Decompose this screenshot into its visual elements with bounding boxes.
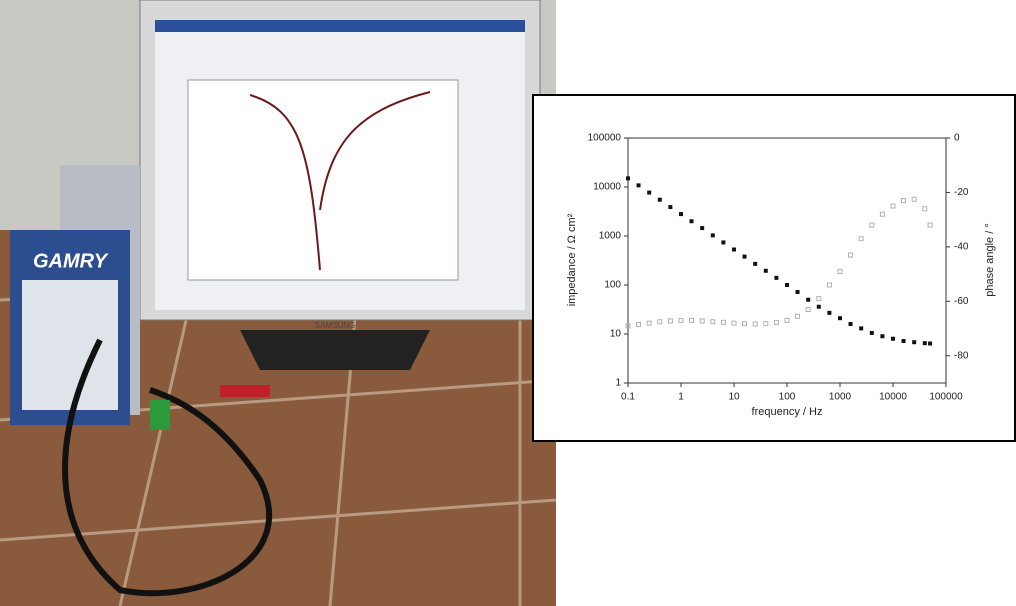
point xyxy=(848,252,854,258)
point xyxy=(710,319,716,325)
point xyxy=(636,183,641,188)
x-axis-label: frequency / Hz xyxy=(752,406,823,418)
x-tick-label: 100 xyxy=(779,392,796,403)
point xyxy=(927,222,933,228)
point xyxy=(720,319,726,325)
point xyxy=(678,317,684,323)
point xyxy=(699,318,705,324)
y2-tick-label: -80 xyxy=(954,350,969,361)
y-axis-label: impedance / Ω cm² xyxy=(566,213,578,306)
point xyxy=(879,211,885,217)
point xyxy=(689,219,694,224)
y-tick-label: 10000 xyxy=(593,182,621,193)
point xyxy=(891,336,895,341)
screen-curve xyxy=(249,91,431,271)
device-panel xyxy=(22,280,118,410)
point xyxy=(912,340,917,345)
point xyxy=(752,321,758,327)
y-tick-label: 1 xyxy=(615,378,621,389)
y-tick-label: 10 xyxy=(610,329,622,340)
y2-tick-label: 0 xyxy=(954,133,960,144)
point xyxy=(785,283,789,287)
point xyxy=(626,176,630,181)
screen-plot xyxy=(187,79,459,281)
x-tick-label: 0.1 xyxy=(621,392,635,403)
point xyxy=(869,330,874,335)
window-bar xyxy=(155,20,525,32)
point xyxy=(827,310,832,315)
point xyxy=(795,289,800,294)
point xyxy=(668,205,673,210)
point xyxy=(880,334,885,339)
x-tick-label: 1000 xyxy=(829,392,852,403)
clip-red xyxy=(220,385,270,397)
point xyxy=(858,236,864,242)
cable xyxy=(62,338,272,597)
photo: SAMSUNG GAMRY xyxy=(0,0,557,606)
x-tick-label: 10 xyxy=(728,392,740,403)
point xyxy=(922,206,928,212)
point xyxy=(731,320,737,326)
point xyxy=(732,247,736,252)
point xyxy=(859,326,864,331)
point xyxy=(806,297,811,302)
point xyxy=(700,226,705,231)
point xyxy=(838,316,842,321)
point xyxy=(721,240,726,245)
x-tick-label: 10000 xyxy=(879,392,907,403)
y2-tick-label: -40 xyxy=(954,242,969,253)
point xyxy=(646,320,652,326)
point xyxy=(901,338,906,343)
monitor-brand: SAMSUNG xyxy=(315,321,355,330)
point xyxy=(667,318,673,324)
point xyxy=(657,319,663,325)
point xyxy=(763,321,769,327)
point xyxy=(763,268,768,273)
y-tick-label: 100000 xyxy=(588,133,622,144)
y2-axis-label: phase angle / ° xyxy=(984,223,996,297)
y2-tick-label: -20 xyxy=(954,187,969,198)
point xyxy=(710,233,715,238)
point xyxy=(689,317,695,323)
point xyxy=(837,268,843,274)
point xyxy=(890,203,896,209)
point xyxy=(928,341,933,346)
point xyxy=(869,222,875,228)
point xyxy=(647,190,652,195)
point xyxy=(826,282,832,288)
point xyxy=(679,212,683,217)
chart: frequency / Hz impedance / Ω cm² phase a… xyxy=(566,133,996,418)
monitor-stand xyxy=(240,330,430,370)
point xyxy=(805,307,811,312)
point xyxy=(742,321,748,327)
point xyxy=(742,254,747,259)
point xyxy=(625,323,631,329)
point xyxy=(795,313,801,319)
device-brand: GAMRY xyxy=(33,250,109,272)
point xyxy=(657,197,662,202)
point xyxy=(901,198,907,204)
point xyxy=(636,321,642,327)
point xyxy=(848,321,853,326)
point xyxy=(753,261,758,266)
point xyxy=(816,296,822,302)
x-tick-label: 1 xyxy=(678,392,684,403)
point xyxy=(922,341,927,346)
y-tick-label: 1000 xyxy=(599,231,622,242)
clip-green xyxy=(150,400,170,430)
y2-tick-label: -60 xyxy=(954,296,969,307)
point xyxy=(773,320,779,326)
point xyxy=(816,304,821,309)
chart-frame xyxy=(532,94,1016,442)
point xyxy=(911,196,917,202)
point xyxy=(784,317,790,323)
point xyxy=(774,275,779,280)
x-tick-label: 100000 xyxy=(929,392,963,403)
y-tick-label: 100 xyxy=(604,280,621,291)
